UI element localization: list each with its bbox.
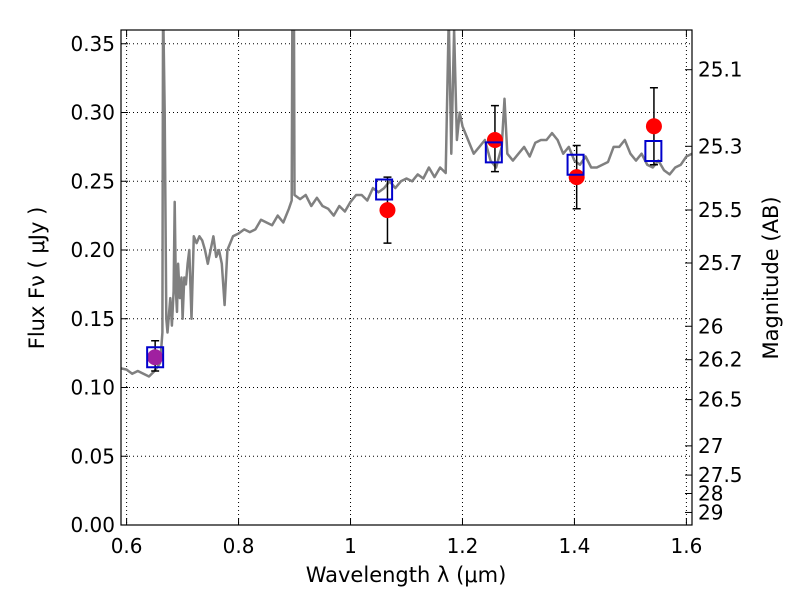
x-tick-label: 1 bbox=[344, 534, 357, 558]
y-tick-label: 0.10 bbox=[70, 376, 115, 400]
mag-tick-label: 29 bbox=[698, 500, 723, 524]
y-tick-label: 0.20 bbox=[70, 238, 115, 262]
mag-tick-label: 27.5 bbox=[698, 463, 743, 487]
plot-frame bbox=[120, 29, 693, 526]
right-axis-title: Magnitude (AB) bbox=[759, 196, 783, 359]
mag-tick-label: 27 bbox=[698, 434, 723, 458]
measured-point bbox=[645, 118, 662, 135]
x-axis-title: Wavelength λ (μm) bbox=[306, 563, 507, 587]
model-point bbox=[146, 346, 165, 369]
axes bbox=[120, 29, 693, 526]
x-tick-label: 0.8 bbox=[223, 534, 255, 558]
model-point bbox=[375, 178, 394, 201]
x-tick-label: 1.4 bbox=[559, 534, 591, 558]
y-tick-label: 0.00 bbox=[70, 513, 115, 537]
model-point bbox=[644, 140, 663, 162]
measured-point bbox=[486, 132, 503, 148]
y-axis-title: Flux Fν ( μJy ) bbox=[25, 207, 49, 350]
tick-labels: 0.6 0.8 1 1.2 1.4 1.6 0.00 0.05 0.10 0.15 0.20 0.25… bbox=[70, 32, 742, 558]
mag-tick-label: 25.1 bbox=[698, 58, 743, 82]
spectrum-line bbox=[121, 30, 692, 378]
mag-tick-label: 26.5 bbox=[698, 388, 743, 412]
x-tick-label: 1.2 bbox=[447, 534, 479, 558]
model-point bbox=[484, 141, 503, 164]
mag-tick-label: 26 bbox=[698, 314, 723, 338]
measured-point bbox=[568, 169, 585, 186]
x-tick-label: 0.6 bbox=[111, 534, 143, 558]
y-tick-label: 0.15 bbox=[70, 307, 115, 331]
mag-tick-label: 25.5 bbox=[698, 198, 743, 222]
mag-tick-label: 28 bbox=[698, 482, 723, 506]
mag-tick-label: 25.3 bbox=[698, 134, 743, 158]
y-tick-label: 0.05 bbox=[70, 444, 115, 468]
model-point bbox=[566, 153, 585, 176]
y-tick-label: 0.30 bbox=[70, 101, 115, 125]
mag-tick-label: 26.2 bbox=[698, 348, 743, 372]
mag-tick-label: 25.7 bbox=[698, 251, 743, 275]
grid-lines bbox=[121, 30, 692, 526]
measured-point bbox=[379, 202, 396, 219]
y-tick-label: 0.25 bbox=[70, 169, 115, 193]
plot-area bbox=[121, 30, 692, 378]
y-tick-label: 0.35 bbox=[70, 32, 115, 56]
measured-point bbox=[147, 349, 164, 366]
x-tick-label: 1.6 bbox=[670, 534, 702, 558]
